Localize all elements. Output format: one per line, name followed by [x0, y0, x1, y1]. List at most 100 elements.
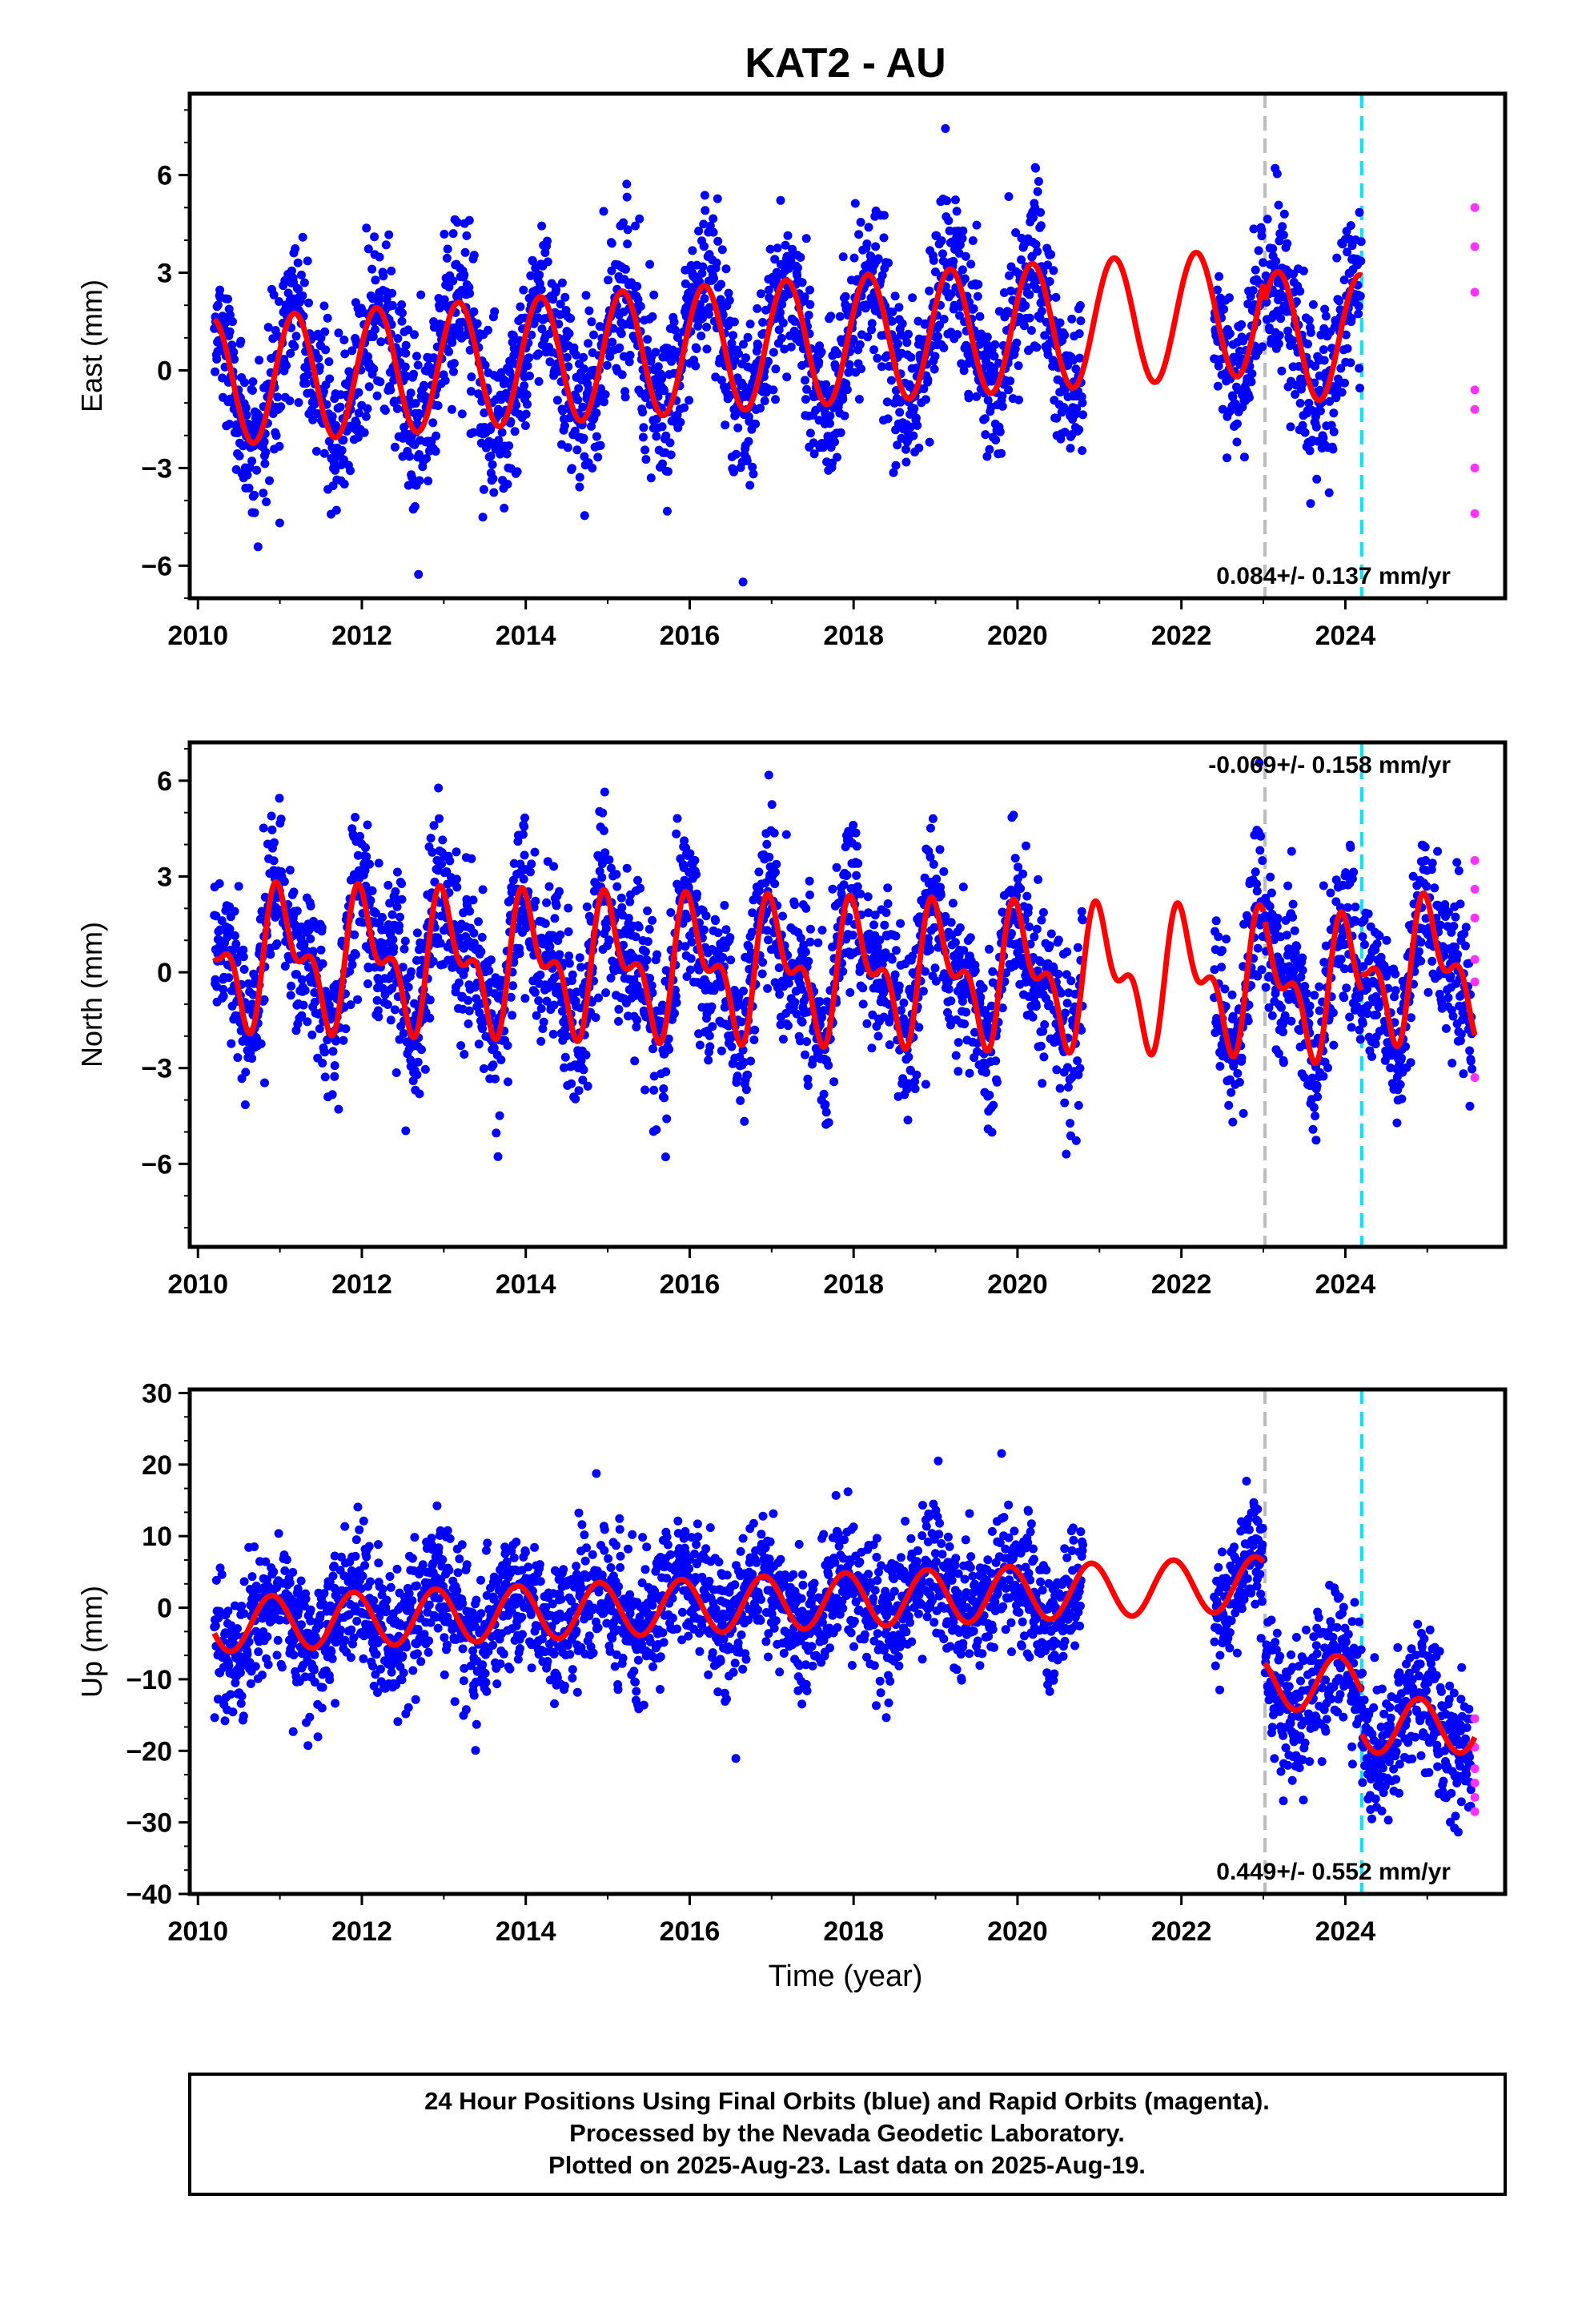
data-point — [652, 432, 661, 441]
data-point — [467, 372, 476, 382]
data-point — [713, 928, 723, 938]
data-point — [444, 347, 453, 356]
data-point — [1051, 292, 1061, 302]
data-point — [645, 259, 655, 269]
data-point — [1329, 427, 1339, 436]
data-point — [504, 441, 514, 451]
data-point — [1213, 285, 1222, 295]
data-point — [260, 1078, 269, 1088]
data-point — [563, 443, 572, 452]
data-point — [468, 895, 478, 905]
data-point — [964, 393, 974, 403]
data-point — [494, 436, 504, 445]
data-point — [632, 282, 642, 291]
data-point — [1239, 336, 1248, 346]
data-point — [523, 400, 532, 409]
data-point — [661, 431, 671, 440]
data-point — [294, 284, 303, 294]
data-point — [855, 340, 865, 349]
data-point — [460, 247, 470, 257]
data-point — [530, 987, 540, 997]
y-tick-label: −3 — [141, 453, 172, 484]
data-point — [821, 1108, 831, 1117]
data-point — [1005, 271, 1014, 280]
x-tick-label: 2010 — [167, 621, 228, 651]
data-point — [873, 1031, 883, 1041]
data-point — [833, 349, 842, 359]
data-point — [1055, 318, 1065, 328]
data-point — [573, 395, 583, 404]
data-point — [616, 893, 626, 903]
data-point — [390, 442, 400, 452]
data-point — [395, 921, 404, 931]
data-point — [1278, 222, 1287, 231]
data-point — [1286, 422, 1295, 432]
data-point — [239, 965, 249, 974]
data-point — [319, 448, 329, 458]
data-point — [542, 898, 552, 907]
data-point — [932, 875, 942, 884]
data-point — [410, 330, 419, 340]
data-point — [479, 485, 488, 494]
data-point — [778, 911, 787, 921]
data-point — [311, 447, 321, 456]
data-point — [548, 1029, 558, 1039]
data-point — [1306, 328, 1315, 337]
data-point — [1232, 419, 1242, 428]
data-point — [381, 240, 391, 250]
data-point — [622, 179, 632, 189]
data-point — [961, 251, 970, 261]
data-point — [906, 422, 915, 432]
data-point — [291, 332, 301, 341]
data-point — [724, 288, 733, 298]
data-point — [615, 343, 624, 352]
data-point — [437, 859, 446, 869]
data-point — [1324, 488, 1334, 497]
data-point — [1257, 231, 1267, 241]
data-point — [285, 866, 295, 875]
data-point — [955, 923, 965, 932]
data-point — [219, 991, 228, 1001]
data-point — [315, 362, 324, 372]
data-point — [493, 1152, 503, 1161]
data-point — [912, 1070, 921, 1080]
data-point — [1355, 384, 1364, 393]
data-point — [428, 956, 438, 966]
data-point — [247, 386, 257, 395]
data-point — [970, 966, 980, 975]
data-point — [575, 953, 584, 963]
data-point — [275, 794, 284, 803]
data-point — [805, 937, 815, 947]
data-point — [462, 231, 472, 240]
data-point — [954, 248, 964, 258]
data-point — [292, 907, 302, 915]
data-point — [657, 422, 667, 432]
data-point — [410, 502, 420, 511]
data-point — [633, 875, 642, 885]
data-point — [564, 329, 574, 338]
data-point — [1320, 304, 1330, 314]
data-point — [621, 264, 630, 274]
data-point — [1225, 329, 1235, 339]
data-point — [316, 945, 326, 955]
data-point — [840, 411, 849, 420]
data-point — [873, 254, 883, 263]
data-point — [913, 316, 923, 326]
data-point — [805, 285, 814, 295]
data-point — [882, 397, 892, 407]
data-point — [327, 1090, 337, 1100]
data-point — [447, 404, 456, 414]
data-point — [520, 381, 529, 391]
data-point — [355, 831, 365, 841]
data-point — [320, 1072, 330, 1082]
data-point — [688, 246, 697, 255]
data-point — [363, 979, 372, 988]
data-point — [805, 300, 815, 309]
rapid-point — [1470, 242, 1480, 251]
data-point — [491, 1074, 500, 1084]
data-point — [1075, 353, 1085, 363]
data-point — [895, 408, 905, 417]
data-point — [705, 309, 713, 319]
data-point — [412, 352, 421, 361]
data-point — [771, 395, 780, 404]
